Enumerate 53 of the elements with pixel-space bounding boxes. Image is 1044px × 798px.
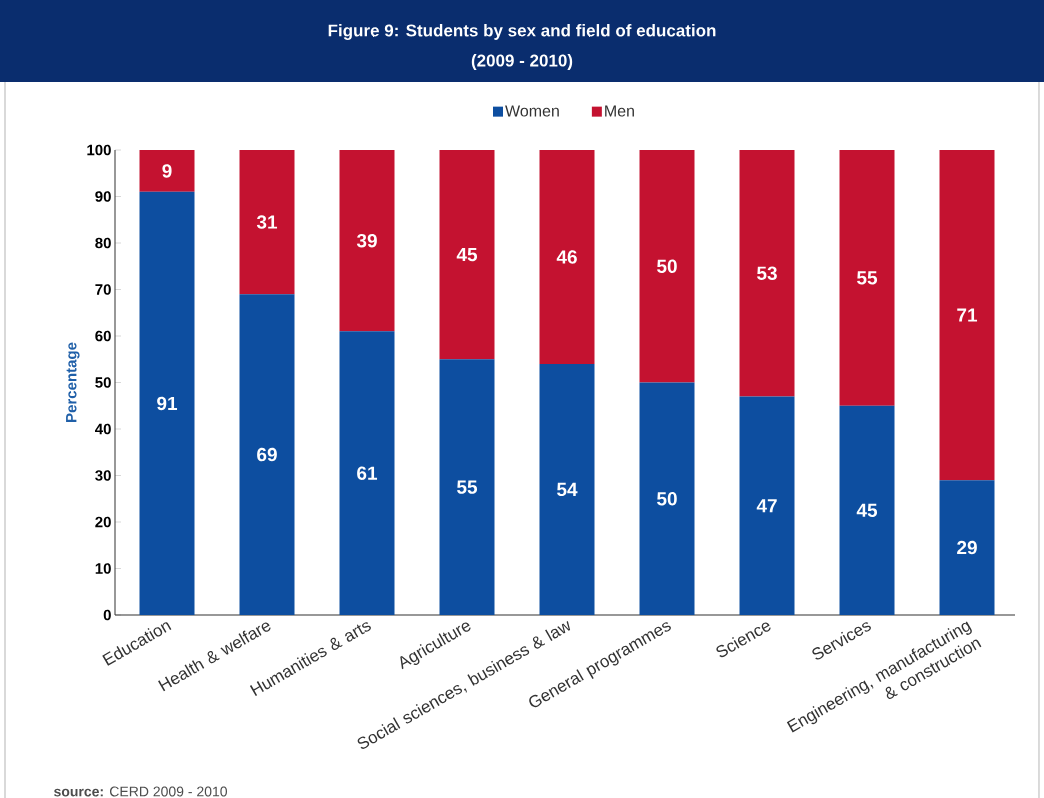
bar bbox=[739, 396, 795, 615]
y-tick-label: 0 bbox=[103, 609, 111, 621]
data-label: 50 bbox=[657, 492, 677, 506]
y-tick-label: 90 bbox=[95, 191, 111, 202]
chart-subtitle: (2009 - 2010) bbox=[471, 54, 573, 70]
bar bbox=[639, 382, 695, 615]
bar bbox=[839, 149, 895, 406]
data-label: 55 bbox=[857, 271, 878, 285]
y-tick-label: 10 bbox=[95, 563, 111, 574]
data-label: 69 bbox=[257, 447, 277, 462]
data-label: 53 bbox=[757, 266, 777, 280]
bar bbox=[939, 480, 995, 615]
bar bbox=[439, 359, 495, 615]
legend-label: Women bbox=[505, 105, 559, 117]
bar bbox=[739, 149, 795, 397]
data-label: 45 bbox=[456, 248, 478, 262]
y-tick-label: 20 bbox=[95, 516, 111, 528]
bar bbox=[539, 149, 595, 364]
bar bbox=[639, 149, 695, 383]
legend-label: Men bbox=[605, 105, 634, 117]
y-tick-label: 100 bbox=[87, 144, 111, 156]
data-label: 29 bbox=[957, 540, 977, 555]
data-label: 31 bbox=[256, 215, 278, 229]
data-label: 45 bbox=[856, 503, 878, 517]
bar bbox=[339, 331, 395, 615]
bar bbox=[439, 149, 495, 360]
bar bbox=[539, 363, 595, 615]
y-tick-label: 80 bbox=[95, 237, 111, 249]
data-label: 61 bbox=[357, 466, 378, 480]
data-label: 50 bbox=[657, 259, 677, 273]
bar bbox=[139, 191, 195, 615]
data-label: 39 bbox=[356, 233, 377, 248]
y-tick-label: 50 bbox=[95, 377, 111, 388]
bar bbox=[139, 149, 195, 192]
bar bbox=[839, 405, 895, 615]
chart-title: Figure 9: Students by sex and field of education bbox=[328, 24, 716, 40]
data-label: 91 bbox=[157, 396, 178, 411]
y-tick-label: 30 bbox=[95, 470, 111, 481]
text: source: CERD 2009 - 2010 bbox=[54, 786, 228, 797]
bar bbox=[239, 294, 295, 615]
data-label: 46 bbox=[556, 250, 577, 264]
y-tick-label: 70 bbox=[95, 284, 111, 295]
data-label: 55 bbox=[457, 480, 478, 494]
data-label: 71 bbox=[957, 308, 978, 322]
y-tick-label: 60 bbox=[95, 330, 111, 342]
bar bbox=[339, 149, 395, 332]
data-label: 9 bbox=[162, 164, 172, 178]
bar bbox=[239, 149, 295, 295]
data-label: 54 bbox=[557, 482, 578, 497]
y-tick-label: 40 bbox=[95, 423, 111, 435]
data-label: 47 bbox=[756, 499, 777, 513]
y-axis-title: Percentage bbox=[66, 342, 80, 422]
bar bbox=[939, 149, 995, 481]
